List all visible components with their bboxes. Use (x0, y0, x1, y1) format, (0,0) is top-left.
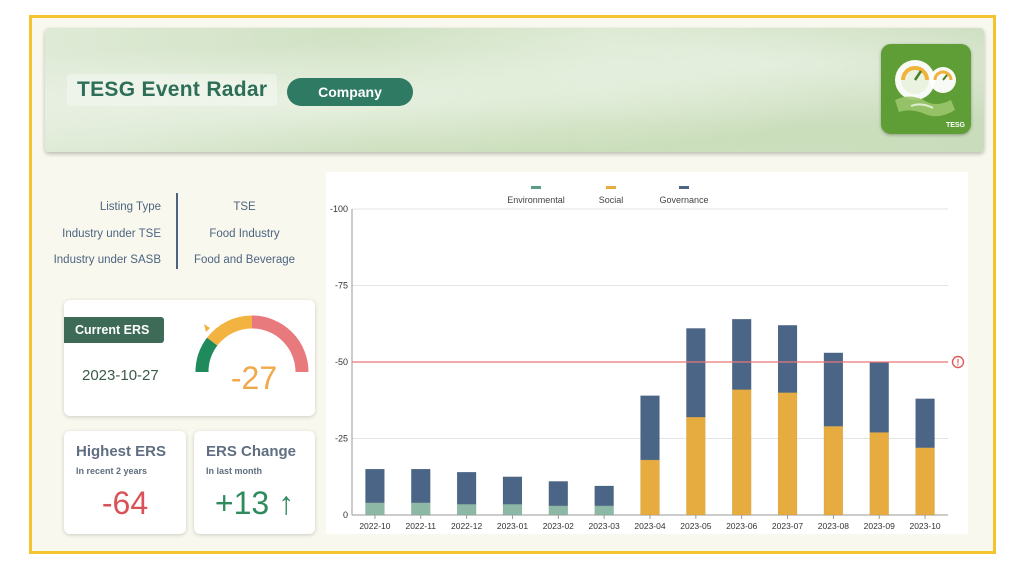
bar-governance (731, 318, 752, 390)
bar-governance (915, 398, 935, 448)
current-ers-card: Current ERS 2023-10-27 -27 (64, 300, 315, 416)
bar-governance (777, 325, 798, 393)
y-tick-label: 0 (343, 510, 348, 520)
app-logo: TESG (881, 44, 971, 134)
x-tick-label: 2022-12 (451, 521, 482, 531)
x-tick-label: 2023-02 (543, 521, 574, 531)
info-divider (176, 193, 178, 269)
x-tick-label: 2022-11 (405, 521, 436, 531)
info-label-industry-sasb: Industry under SASB (53, 254, 161, 266)
current-ers-label: Current ERS (64, 317, 164, 343)
x-tick-label: 2023-10 (909, 521, 940, 531)
bar-social (915, 447, 935, 516)
alert-icon-mark: ! (957, 358, 960, 368)
bar-environmental (365, 502, 385, 516)
x-tick-label: 2023-07 (772, 521, 803, 531)
x-tick-label: 2023-05 (680, 521, 711, 531)
bar-social (640, 459, 660, 516)
bar-governance (640, 395, 660, 461)
bar-governance (823, 352, 844, 427)
highest-ers-title: Highest ERS (76, 443, 167, 460)
info-value-industry-tse: Food Industry (209, 228, 280, 240)
highest-ers-subtitle: In recent 2 years (76, 466, 148, 476)
legend-label: Social (599, 195, 624, 205)
x-tick-label: 2023-03 (589, 521, 620, 531)
ers-change-card: ERS Change In last month +13 ↑ (194, 431, 315, 534)
y-tick-label: -100 (330, 204, 348, 214)
bar-governance (456, 471, 477, 505)
x-tick-label: 2023-01 (497, 521, 528, 531)
gauge-segment-red (251, 315, 309, 373)
bar-environmental (456, 504, 477, 516)
page-title: TESG Event Radar (67, 74, 278, 106)
info-value-industry-sasb: Food and Beverage (193, 254, 296, 266)
legend-swatch (679, 186, 689, 189)
bar-social (869, 432, 889, 516)
x-tick-label: 2022-10 (359, 521, 390, 531)
legend-label: Environmental (507, 195, 565, 205)
bar-environmental (411, 502, 431, 516)
bar-governance (502, 476, 523, 505)
gauge-segment-yellow (207, 315, 253, 346)
bar-environmental (502, 504, 523, 516)
ers-change-title: ERS Change (206, 443, 297, 460)
ers-stacked-bar-chart: -100 -75 -50 -25 0 Environmental Social Governa… (330, 186, 965, 531)
bar-social (823, 426, 844, 516)
header-banner: TESG Event Radar Company TESG (45, 28, 984, 152)
alert-icon (951, 355, 965, 369)
legend-label: Governance (659, 195, 708, 205)
y-tick-label: -25 (335, 434, 348, 444)
bar-environmental (548, 505, 569, 516)
info-value-listing-type: TSE (233, 201, 256, 213)
ers-gauge (195, 315, 309, 373)
current-ers-value: -27 (230, 360, 278, 396)
logo-text: TESG (945, 122, 965, 129)
legend-swatch (606, 186, 616, 189)
ers-change-value: +13 ↑ (214, 485, 295, 521)
gauge-pointer (204, 324, 210, 332)
current-ers-date: 2023-10-27 (82, 367, 159, 384)
bar-governance (686, 328, 706, 418)
x-tick-label: 2023-08 (818, 521, 849, 531)
highest-ers-card: Highest ERS In recent 2 years -64 (64, 431, 186, 534)
y-tick-label: -75 (335, 281, 348, 291)
bar-social (777, 392, 798, 516)
company-button[interactable]: Company (287, 78, 413, 106)
bar-governance (869, 361, 889, 433)
bar-social (686, 416, 706, 516)
x-tick-label: 2023-09 (864, 521, 895, 531)
bar-governance (365, 468, 385, 504)
info-label-listing-type: Listing Type (99, 201, 161, 213)
y-tick-label: -50 (335, 357, 348, 367)
x-tick-label: 2023-06 (726, 521, 757, 531)
bar-governance (411, 468, 431, 504)
bar-governance (594, 485, 614, 507)
gauge-segment-green (195, 337, 218, 373)
info-label-industry-tse: Industry under TSE (62, 228, 161, 240)
x-tick-label: 2023-04 (634, 521, 665, 531)
radar-gauge-icon (895, 60, 956, 117)
highest-ers-value: -64 (101, 485, 149, 521)
bar-social (731, 389, 752, 516)
ers-change-subtitle: In last month (206, 466, 262, 476)
legend-swatch (531, 186, 541, 189)
bar-governance (548, 481, 569, 507)
bar-environmental (594, 505, 614, 516)
ers-chart-panel: -100 -75 -50 -25 0 Environmental Social Governa… (326, 172, 968, 534)
